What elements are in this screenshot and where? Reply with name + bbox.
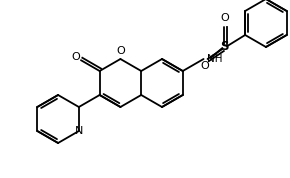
Text: O: O: [71, 52, 80, 62]
Text: O: O: [200, 61, 209, 71]
Text: N: N: [75, 126, 83, 136]
Text: NH: NH: [206, 54, 222, 64]
Text: O: O: [116, 46, 125, 56]
Text: O: O: [220, 13, 229, 23]
Text: S: S: [220, 41, 229, 54]
